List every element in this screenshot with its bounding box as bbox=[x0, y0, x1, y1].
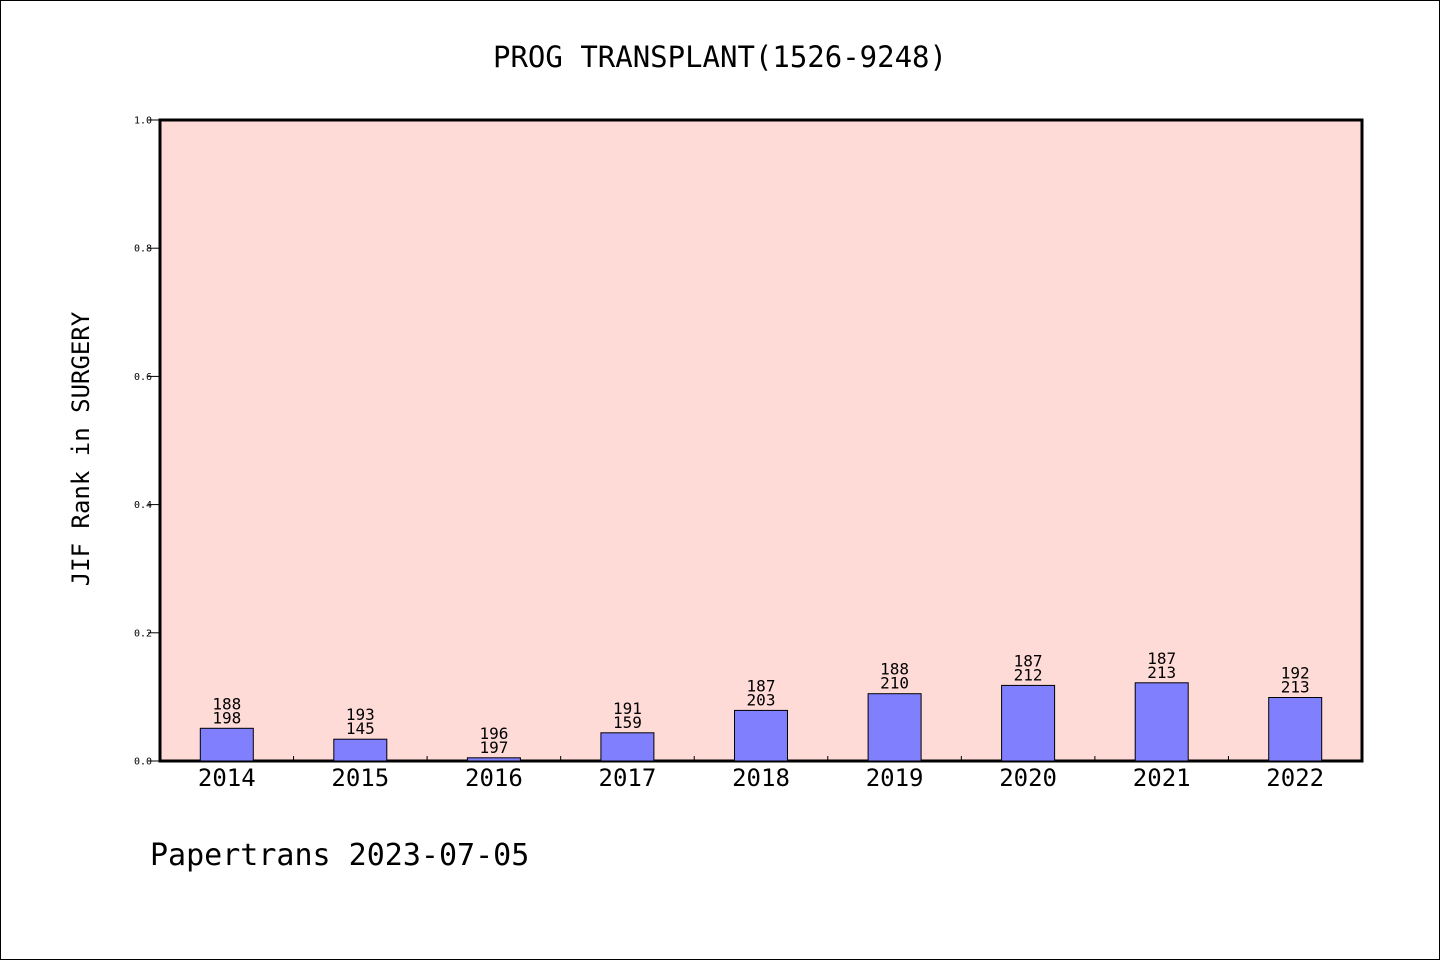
bar-label-rank-2019: 188 bbox=[880, 660, 909, 679]
y-tick-label: 0.2 bbox=[134, 628, 152, 639]
x-tick-label-2017: 2017 bbox=[599, 764, 657, 792]
y-tick-label: 0.8 bbox=[134, 244, 152, 255]
footer-credit: Papertrans 2023-07-05 bbox=[150, 838, 529, 873]
bar-label-rank-2021: 187 bbox=[1147, 649, 1176, 668]
x-tick-label-2019: 2019 bbox=[866, 764, 924, 792]
bar-label-rank-2015: 193 bbox=[346, 705, 375, 724]
x-tick-label-2021: 2021 bbox=[1133, 764, 1191, 792]
y-tick-label: 1.0 bbox=[134, 116, 152, 127]
bar-2020 bbox=[1001, 684, 1056, 762]
x-tick-label-2018: 2018 bbox=[732, 764, 790, 792]
bar-2018 bbox=[734, 709, 788, 762]
bar-label-rank-2017: 191 bbox=[613, 699, 642, 718]
bar-label-rank-2020: 187 bbox=[1014, 651, 1043, 670]
x-tick-label-2016: 2016 bbox=[465, 764, 523, 792]
x-tick-label-2015: 2015 bbox=[331, 764, 389, 792]
bars-layer bbox=[199, 682, 1323, 762]
bar-2016 bbox=[466, 757, 521, 762]
y-axis: 0.0 0.2 0.4 0.6 0.8 1.0 bbox=[134, 116, 160, 768]
x-tick-label-2022: 2022 bbox=[1266, 764, 1324, 792]
bar-label-rank-2014: 188 bbox=[212, 694, 241, 713]
bar-2014 bbox=[199, 727, 254, 762]
x-axis: 2014 2015 2016 2017 2018 2019 2020 2021 2022 bbox=[198, 756, 1324, 792]
bar-2022 bbox=[1268, 697, 1323, 762]
y-axis-label: JIF Rank in SURGERY bbox=[67, 311, 95, 586]
bar-label-total-2019: 210 bbox=[880, 674, 909, 693]
bar-label-total-2014: 198 bbox=[212, 708, 241, 727]
x-tick-label-2020: 2020 bbox=[999, 764, 1057, 792]
bar-label-rank-2016: 196 bbox=[479, 724, 508, 743]
y-tick-label: 0.6 bbox=[134, 372, 152, 383]
bar-label-total-2015: 145 bbox=[346, 719, 375, 738]
bar-2015 bbox=[333, 738, 388, 762]
chart-title: PROG TRANSPLANT(1526-9248) bbox=[493, 40, 947, 74]
bar-label-rank-2018: 187 bbox=[747, 676, 776, 695]
y-tick-label: 0.0 bbox=[134, 757, 152, 768]
bar-label-total-2018: 203 bbox=[747, 690, 776, 709]
x-tick-label-2014: 2014 bbox=[198, 764, 256, 792]
plot-area bbox=[158, 118, 1364, 763]
bar-label-total-2017: 159 bbox=[613, 713, 642, 732]
bar-label-total-2020: 212 bbox=[1014, 665, 1043, 684]
bar-label-total-2016: 197 bbox=[479, 738, 508, 757]
bar-2019 bbox=[867, 693, 922, 762]
bar-2017 bbox=[600, 732, 655, 762]
bar-label-total-2021: 213 bbox=[1147, 663, 1176, 682]
bar-label-total-2022: 213 bbox=[1281, 678, 1310, 697]
bar-label-rank-2022: 192 bbox=[1281, 664, 1310, 683]
bar-2021 bbox=[1134, 682, 1189, 762]
y-tick-label: 0.4 bbox=[134, 500, 152, 511]
